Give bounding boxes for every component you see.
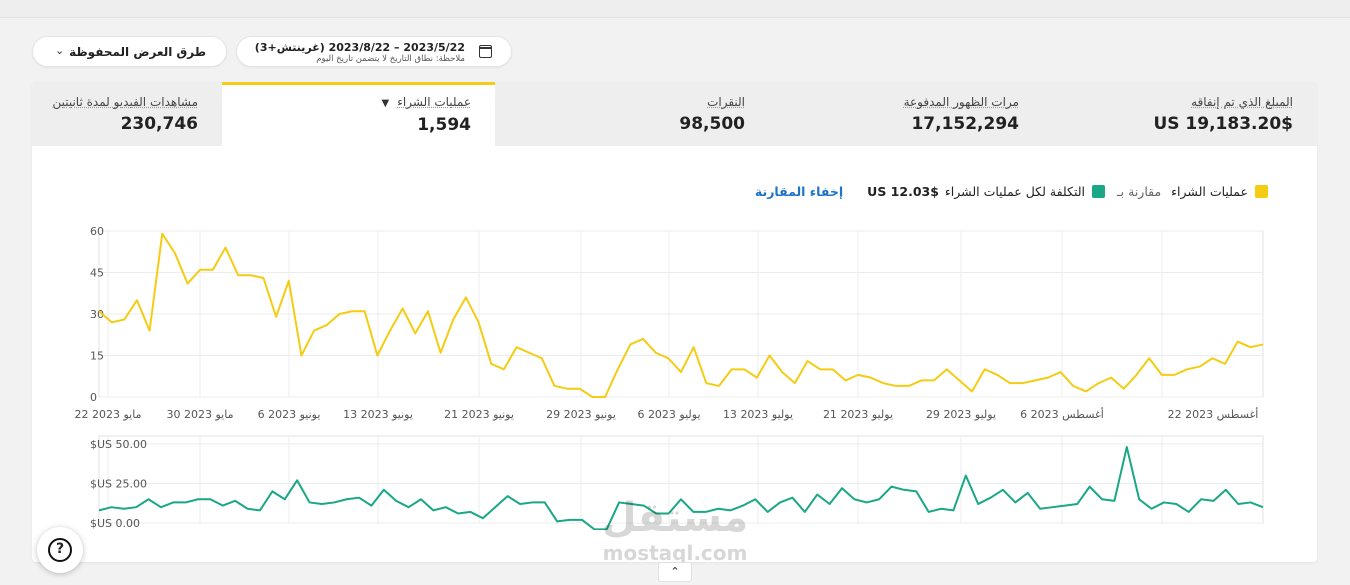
chevron-down-icon: ⌄ <box>55 44 65 57</box>
metric-tabs: المبلغ الذي تم إنفاقه $US 19,183.20 مرات… <box>32 82 1317 146</box>
tab-video-views[interactable]: مشاهدات الفيديو لمدة ثانيتين 230,746 <box>32 82 222 146</box>
x-tick-label: 21 يوليو 2023 <box>823 408 893 421</box>
date-range-picker[interactable]: 2023/5/22 – 2023/8/22 (غرينتش+3) ملاحظة:… <box>236 36 512 67</box>
legend-primary-label: عمليات الشراء <box>1171 184 1248 199</box>
tab-label: مشاهدات الفيديو لمدة ثانيتين <box>52 95 198 109</box>
saved-views-dropdown[interactable]: طرق العرض المحفوظة ⌄ <box>32 36 227 67</box>
tab-amount-spent[interactable]: المبلغ الذي تم إنفاقه $US 19,183.20 <box>1055 82 1317 146</box>
tab-label: النقرات <box>707 95 745 109</box>
date-range-text: 2023/5/22 – 2023/8/22 (غرينتش+3) <box>254 41 465 54</box>
caret-down-icon: ▼ <box>381 98 390 109</box>
tab-value: 17,152,294 <box>911 114 1019 134</box>
series-line <box>98 446 1264 530</box>
legend-secondary-value: $US 12.03 <box>867 184 939 199</box>
x-tick-label: 6 يونيو 2023 <box>258 408 321 421</box>
x-tick-label: 22 مايو 2023 <box>75 408 142 421</box>
x-tick-label: 6 أغسطس 2023 <box>1020 407 1104 421</box>
x-tick-label: 13 يوليو 2023 <box>723 408 793 421</box>
legend-primary: عمليات الشراء <box>1171 184 1268 199</box>
chart-legend: عمليات الشراء مقارنة بـ التكلفة لكل عملي… <box>755 184 1268 199</box>
tab-label: المبلغ الذي تم إنفاقه <box>1191 95 1293 109</box>
tab-purchases[interactable]: عمليات الشراء▼ 1,594 <box>222 82 495 146</box>
help-icon: ? <box>48 538 72 562</box>
x-tick-label: 21 يونيو 2023 <box>444 408 514 421</box>
legend-compare-label: مقارنة بـ <box>1117 184 1162 199</box>
date-range-note: ملاحظة: نطاق التاريخ لا يتضمن تاريخ اليو… <box>316 54 465 64</box>
saved-views-label: طرق العرض المحفوظة <box>69 45 206 59</box>
tab-value: 1,594 <box>417 115 471 135</box>
y-tick-label: $US 50.00 <box>90 438 147 451</box>
y-tick-label: 0 <box>90 391 97 404</box>
top-bar <box>0 0 1350 18</box>
x-tick-label: 13 يونيو 2023 <box>343 408 413 421</box>
chevron-up-icon: ⌃ <box>670 565 680 578</box>
x-tick-label: 6 يوليو 2023 <box>637 408 700 421</box>
y-tick-label: $US 25.00 <box>90 477 147 490</box>
help-button[interactable]: ? <box>37 527 83 573</box>
tab-clicks[interactable]: النقرات 98,500 <box>507 82 769 146</box>
y-tick-label: $US 0.00 <box>90 517 140 530</box>
x-tick-label: 22 أغسطس 2023 <box>1168 407 1259 421</box>
report-card <box>32 82 1317 562</box>
tab-paid-impressions[interactable]: مرات الظهور المدفوعة 17,152,294 <box>781 82 1043 146</box>
x-tick-label: 30 مايو 2023 <box>167 408 234 421</box>
tab-value: $US 19,183.20 <box>1153 114 1293 134</box>
legend-swatch-secondary <box>1092 185 1105 198</box>
series-line <box>98 232 1264 398</box>
y-tick-label: 15 <box>90 350 104 363</box>
legend-secondary[interactable]: التكلفة لكل عمليات الشراء $US 12.03 <box>853 184 1105 199</box>
calendar-icon <box>479 45 492 58</box>
hide-comparison-link[interactable]: إخفاء المقارنة <box>754 184 844 199</box>
legend-swatch-primary <box>1255 185 1268 198</box>
x-tick-label: 29 يونيو 2023 <box>546 408 616 421</box>
tab-value: 98,500 <box>679 114 745 134</box>
y-tick-label: 45 <box>90 267 104 280</box>
tab-value: 230,746 <box>120 114 198 134</box>
tab-label: مرات الظهور المدفوعة <box>903 95 1019 109</box>
y-tick-label: 60 <box>90 225 104 238</box>
cost-per-purchase-line-chart: $US 0.00 $US 25.00 $US 50.00 <box>90 435 1264 530</box>
tab-label: عمليات الشراء▼ <box>381 95 471 109</box>
legend-secondary-label: التكلفة لكل عمليات الشراء <box>944 184 1085 199</box>
collapse-button[interactable]: ⌃ <box>658 562 692 582</box>
watermark-logo: مستقل mostaql.com <box>601 495 749 565</box>
x-tick-label: 29 يوليو 2023 <box>926 408 996 421</box>
